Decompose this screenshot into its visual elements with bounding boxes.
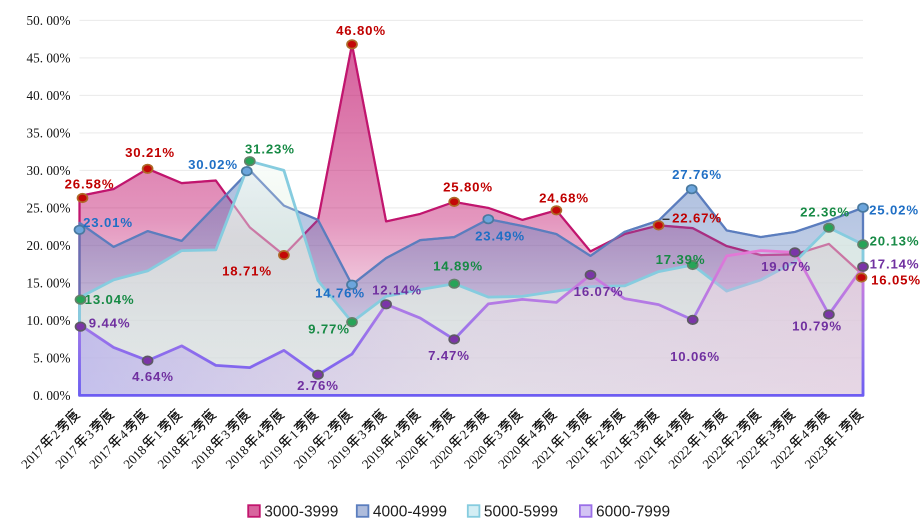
svg-text:20. 00%: 20. 00% xyxy=(27,238,71,253)
svg-text:4.64%: 4.64% xyxy=(132,369,174,384)
svg-text:13.04%: 13.04% xyxy=(85,292,135,307)
svg-text:0. 00%: 0. 00% xyxy=(33,388,70,403)
svg-text:45. 00%: 45. 00% xyxy=(27,51,71,66)
svg-text:10. 00%: 10. 00% xyxy=(27,313,71,328)
svg-text:25.80%: 25.80% xyxy=(443,180,493,195)
svg-text:23.01%: 23.01% xyxy=(83,215,133,230)
svg-text:9.44%: 9.44% xyxy=(89,316,131,331)
svg-text:3000-3999: 3000-3999 xyxy=(264,503,338,520)
svg-text:9.77%: 9.77% xyxy=(308,322,350,337)
svg-text:31.23%: 31.23% xyxy=(245,141,295,156)
svg-text:30.21%: 30.21% xyxy=(125,145,175,160)
svg-text:16.05%: 16.05% xyxy=(871,273,921,288)
svg-text:25.02%: 25.02% xyxy=(869,203,919,218)
svg-text:35. 00%: 35. 00% xyxy=(27,126,71,141)
svg-text:16.07%: 16.07% xyxy=(574,284,624,299)
svg-text:46.80%: 46.80% xyxy=(336,23,386,38)
svg-text:2.76%: 2.76% xyxy=(297,378,339,393)
svg-text:20.13%: 20.13% xyxy=(870,234,920,249)
svg-text:15. 00%: 15. 00% xyxy=(27,276,71,291)
svg-text:4000-4999: 4000-4999 xyxy=(373,503,447,520)
svg-text:10.06%: 10.06% xyxy=(670,349,720,364)
svg-text:25. 00%: 25. 00% xyxy=(27,201,71,216)
svg-text:30.02%: 30.02% xyxy=(188,157,238,172)
svg-text:7.47%: 7.47% xyxy=(428,348,470,363)
svg-text:19.07%: 19.07% xyxy=(761,259,811,274)
svg-text:23.49%: 23.49% xyxy=(475,229,525,244)
svg-text:26.58%: 26.58% xyxy=(65,177,115,192)
svg-text:27.76%: 27.76% xyxy=(672,167,722,182)
svg-text:18.71%: 18.71% xyxy=(222,264,272,279)
svg-text:24.68%: 24.68% xyxy=(539,191,589,206)
svg-text:50. 00%: 50. 00% xyxy=(27,13,71,28)
svg-text:14.89%: 14.89% xyxy=(433,259,483,274)
svg-text:22.67%: 22.67% xyxy=(672,211,722,226)
svg-text:22.36%: 22.36% xyxy=(800,205,850,220)
svg-text:6000-7999: 6000-7999 xyxy=(596,503,670,520)
svg-text:40. 00%: 40. 00% xyxy=(27,88,71,103)
svg-text:5000-5999: 5000-5999 xyxy=(484,503,558,520)
svg-text:10.79%: 10.79% xyxy=(792,319,842,334)
svg-text:5. 00%: 5. 00% xyxy=(33,351,70,366)
svg-text:14.76%: 14.76% xyxy=(315,286,365,301)
svg-text:17.39%: 17.39% xyxy=(656,252,706,267)
svg-text:17.14%: 17.14% xyxy=(870,257,920,272)
svg-text:30. 00%: 30. 00% xyxy=(27,163,71,178)
svg-text:12.14%: 12.14% xyxy=(372,283,422,298)
